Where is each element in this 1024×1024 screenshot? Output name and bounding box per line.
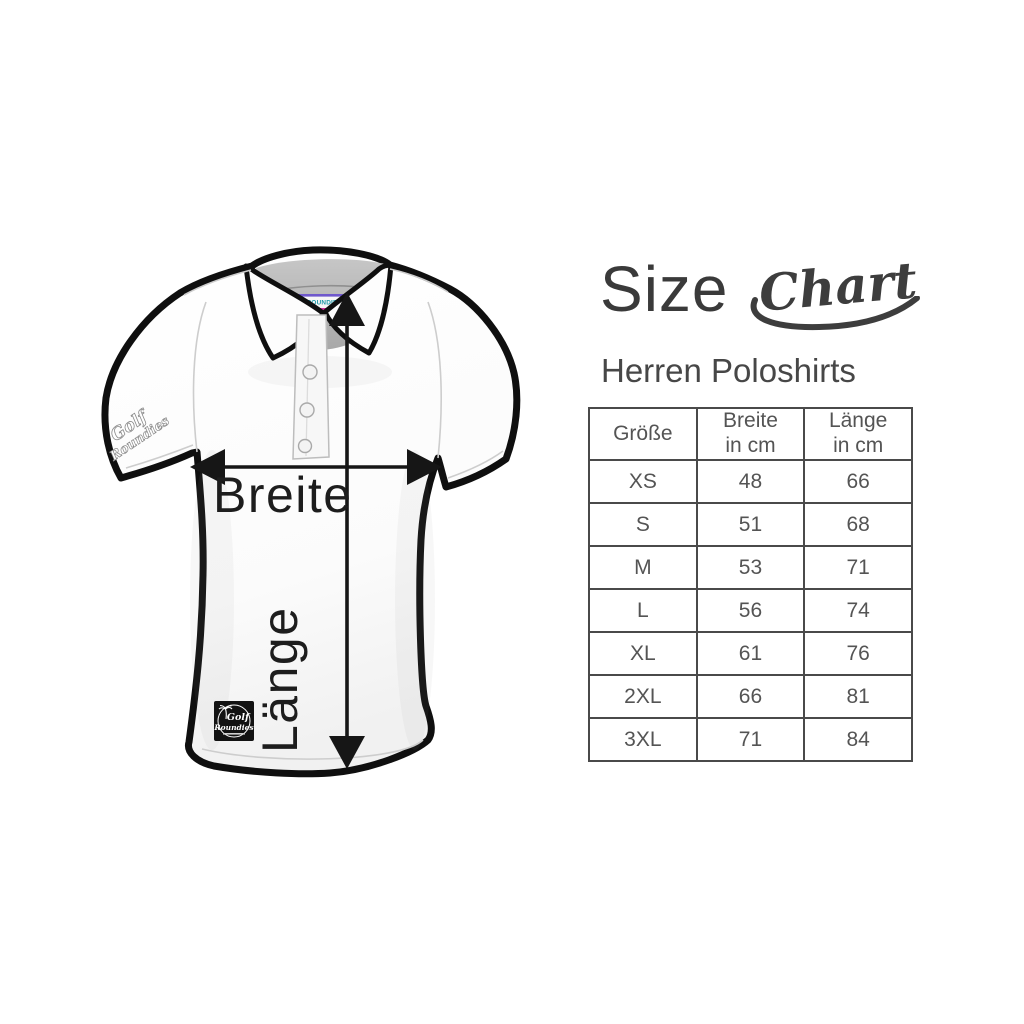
size-cell: S	[588, 502, 698, 547]
palm-tree-icon	[218, 704, 233, 720]
col-header-laenge: Länge in cm	[803, 407, 913, 461]
title-word-chart-wrap: Chart	[750, 250, 920, 331]
laenge-cell: 81	[803, 674, 913, 719]
button	[299, 402, 315, 418]
size-cell: L	[588, 588, 698, 633]
header-line: Größe	[613, 421, 673, 445]
table-row-s: S 51 68	[588, 502, 913, 547]
header-line: Breite	[723, 409, 778, 433]
size-table: Größe Breite in cm Länge in cm XS 48 66 S …	[588, 407, 913, 762]
laenge-cell: 68	[803, 502, 913, 547]
width-arrow	[190, 449, 442, 485]
breite-cell: 61	[695, 631, 806, 676]
breite-cell: 66	[695, 674, 806, 719]
arrowhead-up-icon	[329, 292, 365, 326]
arrowhead-right-icon	[407, 449, 442, 485]
title-word-size: Size	[600, 253, 729, 325]
size-table-body: XS 48 66 S 51 68 M 53 71 L 56 74 XL 61	[588, 459, 913, 762]
breite-cell: 51	[695, 502, 806, 547]
table-row-m: M 53 71	[588, 545, 913, 590]
button	[297, 438, 313, 454]
laenge-cell: 66	[803, 459, 913, 504]
breite-cell: 53	[695, 545, 806, 590]
table-row-3xl: 3XL 71 84	[588, 717, 913, 762]
table-row-xs: XS 48 66	[588, 459, 913, 504]
col-header-breite: Breite in cm	[695, 407, 806, 461]
table-row-l: L 56 74	[588, 588, 913, 633]
neck-label-text: GOLF ROUNDIES	[286, 300, 342, 307]
arrowhead-left-icon	[190, 449, 225, 485]
breite-cell: 48	[695, 459, 806, 504]
laenge-cell: 76	[803, 631, 913, 676]
laenge-cell: 71	[803, 545, 913, 590]
col-header-groesse: Größe	[588, 407, 698, 461]
breite-cell: 56	[695, 588, 806, 633]
arrowhead-down-icon	[329, 736, 365, 769]
header-line: in cm	[725, 434, 776, 457]
size-cell: 2XL	[588, 674, 698, 719]
hem-patch-line2: Roundies	[213, 723, 254, 732]
size-cell: XL	[588, 631, 698, 676]
hem-patch: Golf Roundies	[213, 701, 254, 741]
laenge-cell: 74	[803, 588, 913, 633]
breite-cell: 71	[695, 717, 806, 762]
header-line: Länge	[828, 409, 888, 433]
header-line: in cm	[833, 434, 884, 457]
collar-flap-right	[322, 262, 394, 356]
seam-lines	[125, 268, 504, 760]
shirt-outline	[101, 246, 521, 778]
size-cell: XS	[588, 459, 698, 504]
laenge-cell: 84	[803, 717, 913, 762]
size-cell: M	[588, 545, 698, 590]
table-row-xl: XL 61 76	[588, 631, 913, 676]
header-row: Größe Breite in cm Länge in cm	[588, 407, 913, 461]
title-swash-icon	[750, 296, 920, 331]
size-table-header: Größe Breite in cm Länge in cm	[588, 407, 913, 461]
button	[302, 364, 318, 380]
hem-patch-line1: Golf	[227, 712, 251, 723]
width-label: Breite	[213, 467, 353, 523]
subtitle: Herren Poloshirts	[601, 352, 856, 389]
size-cell: 3XL	[588, 717, 698, 762]
page-title: Size Chart	[600, 250, 920, 331]
button-placket	[292, 314, 330, 460]
polo-shirt-illustration: GOLF ROUNDIES Golf	[101, 246, 521, 778]
table-row-2xl: 2XL 66 81	[588, 674, 913, 719]
length-arrow	[329, 292, 365, 769]
length-label: Länge	[252, 606, 308, 753]
